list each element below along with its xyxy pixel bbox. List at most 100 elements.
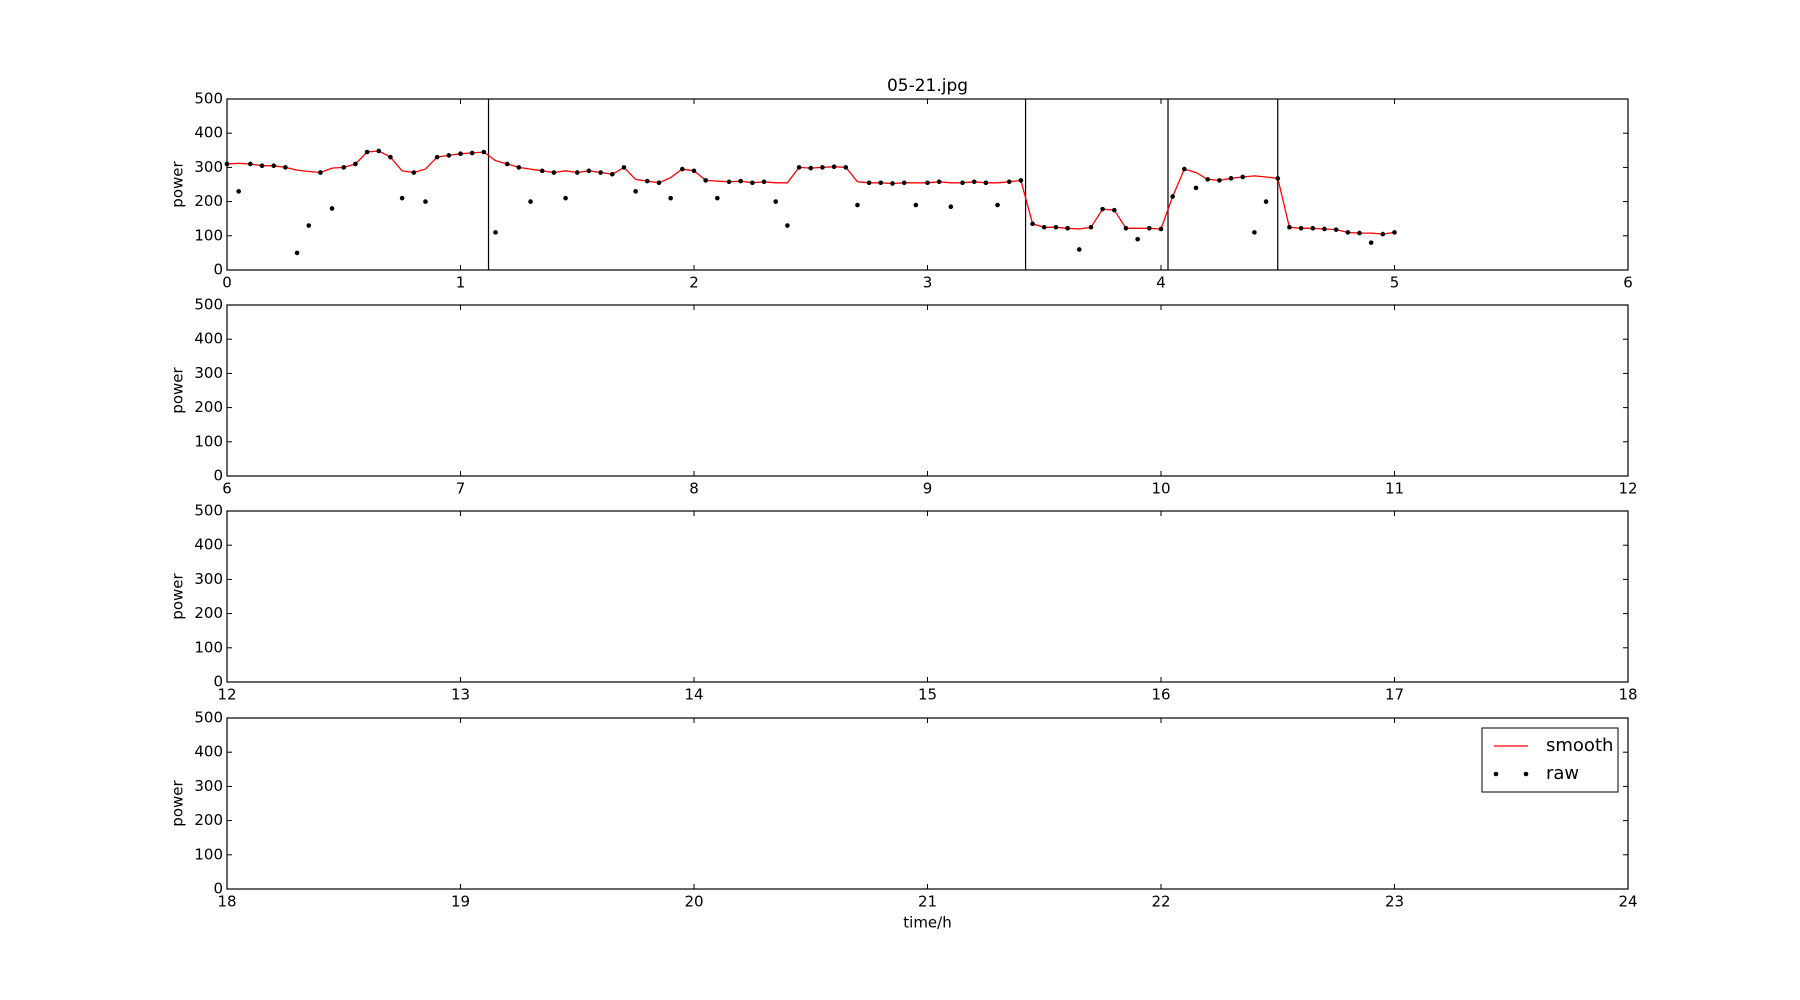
raw-point <box>855 202 860 208</box>
legend-label: smooth <box>1546 735 1613 756</box>
raw-point <box>574 170 580 175</box>
x-tick-label: 10 <box>1151 480 1170 498</box>
x-tick-label: 15 <box>918 686 937 704</box>
raw-point <box>971 179 977 185</box>
raw-point <box>1357 230 1362 236</box>
raw-point <box>843 165 849 170</box>
smooth-line <box>226 150 1395 235</box>
y-tick-label: 500 <box>194 502 223 520</box>
axes-frame <box>226 717 1629 890</box>
x-tick-label: 7 <box>456 480 466 498</box>
y-tick-label: 300 <box>194 158 223 176</box>
raw-point <box>493 230 498 235</box>
raw-point <box>691 168 697 174</box>
raw-point <box>1205 177 1210 182</box>
raw-point <box>831 164 837 170</box>
x-tick-label: 14 <box>684 686 703 704</box>
raw-point <box>1240 174 1246 180</box>
y-axis-label: power <box>169 779 187 826</box>
y-tick-label: 200 <box>194 398 223 416</box>
raw-point <box>820 165 825 170</box>
y-axis-label: power <box>169 160 187 207</box>
y-tick-label: 400 <box>194 330 223 348</box>
raw-point <box>656 180 662 186</box>
y-tick-label: 200 <box>194 811 223 829</box>
raw-point <box>586 168 592 174</box>
raw-point <box>318 170 323 175</box>
raw-point <box>1345 230 1351 235</box>
y-tick-label: 400 <box>194 536 223 554</box>
raw-point <box>633 189 638 194</box>
x-tick-label: 18 <box>217 893 236 911</box>
raw-point <box>1368 240 1374 245</box>
x-tick-label: 1 <box>456 274 466 292</box>
raw-point <box>609 171 615 177</box>
y-tick-label: 200 <box>194 604 223 622</box>
y-tick-label: 200 <box>194 192 223 210</box>
legend-swatch <box>1523 771 1529 777</box>
y-tick-label: 300 <box>194 364 223 382</box>
raw-point <box>1135 236 1140 242</box>
axes-frame <box>226 304 1629 477</box>
x-tick-label: 16 <box>1151 686 1170 704</box>
raw-point <box>1088 224 1094 230</box>
y-axis-label: power <box>169 572 187 619</box>
chart-title: 05-21.jpg <box>887 76 968 96</box>
raw-point <box>936 179 942 185</box>
raw-point <box>1065 225 1070 231</box>
raw-point <box>1322 226 1327 232</box>
x-tick-label: 17 <box>1385 686 1404 704</box>
raw-point <box>598 170 603 175</box>
legend-box <box>1481 727 1619 793</box>
raw-point <box>1076 247 1082 252</box>
raw-point <box>504 161 510 167</box>
raw-point <box>259 163 265 168</box>
y-tick-label: 100 <box>194 226 223 244</box>
raw-point <box>750 180 755 186</box>
x-tick-label: 20 <box>684 893 703 911</box>
raw-point <box>1392 230 1397 235</box>
x-tick-label: 6 <box>222 480 232 498</box>
y-tick-label: 500 <box>194 90 223 108</box>
raw-point <box>948 204 954 210</box>
raw-point <box>995 202 1000 208</box>
y-axis-label: power <box>169 366 187 413</box>
raw-point <box>668 195 673 201</box>
x-tick-label: 21 <box>918 893 937 911</box>
x-tick-label: 19 <box>451 893 470 911</box>
y-tick-label: 0 <box>213 880 223 898</box>
raw-point <box>983 180 989 186</box>
legend-swatch <box>1493 771 1499 777</box>
raw-point <box>773 199 779 204</box>
raw-point <box>411 170 417 175</box>
y-tick-label: 500 <box>194 296 223 314</box>
raw-point <box>1100 206 1105 212</box>
axes-frame <box>226 510 1629 683</box>
y-tick-label: 0 <box>213 673 223 691</box>
raw-point <box>726 179 732 185</box>
raw-point <box>376 148 382 154</box>
raw-point <box>306 223 312 228</box>
raw-point <box>1252 230 1257 235</box>
x-tick-label: 4 <box>1156 274 1166 292</box>
y-tick-label: 0 <box>213 467 223 485</box>
raw-point <box>890 181 895 186</box>
y-tick-label: 300 <box>194 570 223 588</box>
raw-point <box>388 154 393 160</box>
raw-point <box>528 199 533 204</box>
raw-point <box>283 165 288 170</box>
raw-point <box>901 180 907 186</box>
legend-label: raw <box>1546 763 1579 784</box>
raw-point <box>1228 176 1234 181</box>
raw-point <box>539 168 545 174</box>
raw-point <box>1018 178 1024 183</box>
raw-point <box>1123 225 1129 231</box>
raw-point <box>1275 176 1281 181</box>
x-tick-label: 12 <box>1618 480 1637 498</box>
raw-point <box>1053 224 1059 230</box>
raw-point <box>434 154 440 160</box>
raw-point <box>1112 207 1117 213</box>
raw-point <box>715 195 720 201</box>
